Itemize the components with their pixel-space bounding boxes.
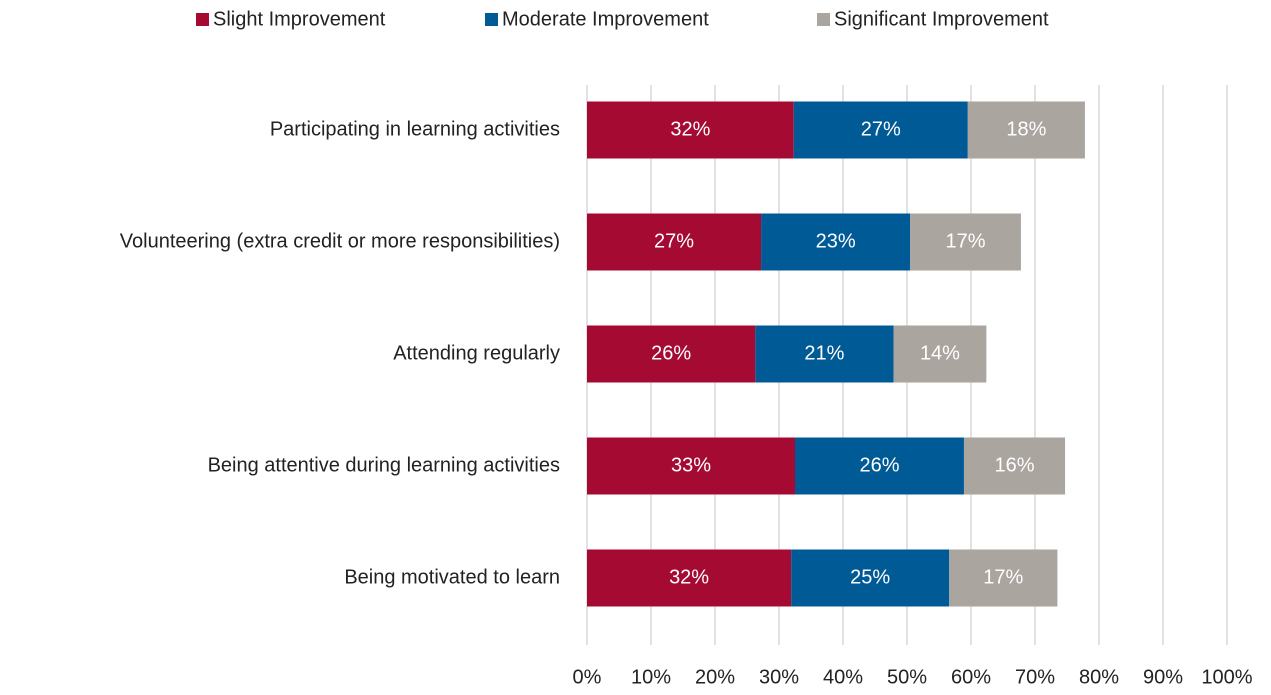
bar-segment (795, 437, 964, 495)
x-tick-label: 90% (1143, 666, 1183, 688)
bar-segment (793, 101, 968, 159)
x-tick-label: 80% (1079, 666, 1119, 688)
value-label: 27% (861, 118, 901, 140)
value-label: 26% (859, 454, 899, 476)
category-label: Being motivated to learn (344, 566, 560, 588)
bar-segment (587, 101, 794, 159)
value-label: 25% (850, 566, 890, 588)
legend-label: Significant Improvement (834, 8, 1049, 30)
value-label: 14% (920, 342, 960, 364)
value-label: 32% (669, 566, 709, 588)
value-label: 27% (654, 230, 694, 252)
value-label: 18% (1006, 118, 1046, 140)
bar-segment (967, 101, 1085, 159)
bar-segment (755, 325, 894, 383)
x-tick-label: 30% (759, 666, 799, 688)
value-label: 33% (671, 454, 711, 476)
x-tick-label: 0% (573, 666, 602, 688)
category-label: Participating in learning activities (270, 118, 560, 140)
legend-label: Slight Improvement (213, 8, 386, 30)
x-tick-label: 100% (1201, 666, 1252, 688)
x-tick-label: 60% (951, 666, 991, 688)
x-tick-label: 20% (695, 666, 735, 688)
bar-segment (587, 437, 795, 495)
value-label: 21% (804, 342, 844, 364)
category-label: Volunteering (extra credit or more respo… (120, 230, 560, 252)
bar-segment (949, 549, 1058, 607)
bar-segment (963, 437, 1066, 495)
bar-segment (910, 213, 1021, 271)
bar-segment (587, 213, 762, 271)
legend-label: Moderate Improvement (502, 8, 709, 30)
x-tick-label: 40% (823, 666, 863, 688)
value-label: 16% (995, 454, 1035, 476)
value-label: 17% (946, 230, 986, 252)
bar-segment (587, 549, 792, 607)
x-tick-label: 50% (887, 666, 927, 688)
bar-segment (761, 213, 911, 271)
bar-segment (587, 325, 756, 383)
x-tick-label: 70% (1015, 666, 1055, 688)
bar-segment (893, 325, 987, 383)
category-label: Being attentive during learning activiti… (208, 454, 560, 476)
value-label: 32% (670, 118, 710, 140)
legend-swatch (196, 13, 209, 26)
value-label: 26% (651, 342, 691, 364)
x-tick-label: 10% (631, 666, 671, 688)
category-label: Attending regularly (393, 342, 560, 364)
value-label: 23% (816, 230, 856, 252)
bar-segment (791, 549, 950, 607)
value-label: 17% (983, 566, 1023, 588)
legend-swatch (817, 13, 830, 26)
legend-swatch (485, 13, 498, 26)
